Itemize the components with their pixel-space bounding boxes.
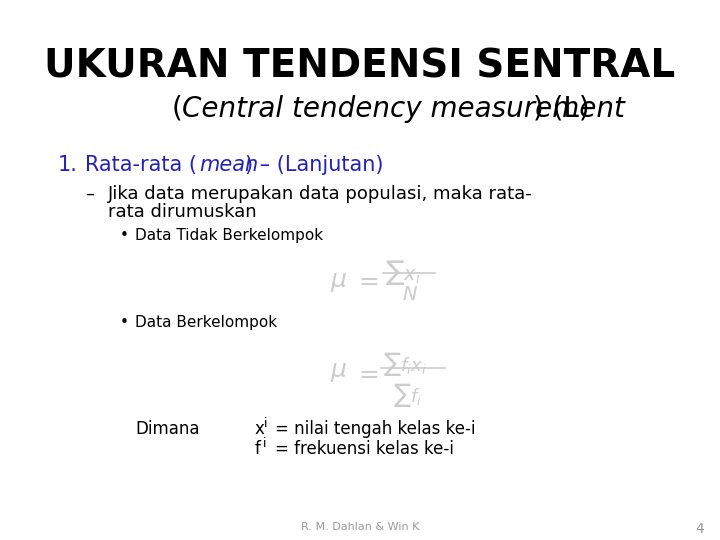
Text: ) (L): ) (L) — [533, 95, 590, 123]
Text: 4: 4 — [695, 522, 703, 536]
Text: $\mu$: $\mu$ — [330, 270, 347, 294]
Text: Central tendency measurement: Central tendency measurement — [182, 95, 625, 123]
Text: $\sum f_i$: $\sum f_i$ — [393, 381, 422, 409]
Text: f: f — [255, 440, 261, 458]
Text: rata dirumuskan: rata dirumuskan — [108, 203, 256, 221]
Text: Rata-rata (: Rata-rata ( — [85, 155, 197, 175]
Text: $\mu$: $\mu$ — [330, 360, 347, 384]
Text: –: – — [85, 185, 94, 203]
Text: •: • — [120, 228, 129, 243]
Text: •: • — [120, 315, 129, 330]
Text: 1.: 1. — [58, 155, 78, 175]
Text: i: i — [263, 437, 266, 450]
Text: x: x — [255, 420, 265, 438]
Text: (: ( — [172, 95, 183, 123]
Text: ) – (Lanjutan): ) – (Lanjutan) — [245, 155, 384, 175]
Text: $\sum f_i x_i$: $\sum f_i x_i$ — [383, 350, 426, 378]
Text: mean: mean — [199, 155, 258, 175]
Text: UKURAN TENDENSI SENTRAL: UKURAN TENDENSI SENTRAL — [45, 48, 675, 86]
Text: i: i — [264, 417, 268, 430]
Text: Dimana: Dimana — [135, 420, 199, 438]
Text: =: = — [358, 270, 379, 294]
Text: N: N — [402, 285, 417, 304]
Text: R. M. Dahlan & Win K: R. M. Dahlan & Win K — [301, 522, 419, 532]
Text: Data Berkelompok: Data Berkelompok — [135, 315, 277, 330]
Text: = frekuensi kelas ke-i: = frekuensi kelas ke-i — [275, 440, 454, 458]
Text: Data Tidak Berkelompok: Data Tidak Berkelompok — [135, 228, 323, 243]
Text: Jika data merupakan data populasi, maka rata-: Jika data merupakan data populasi, maka … — [108, 185, 533, 203]
Text: = nilai tengah kelas ke-i: = nilai tengah kelas ke-i — [275, 420, 475, 438]
Text: =: = — [358, 363, 379, 387]
Text: $\sum x_i$: $\sum x_i$ — [385, 258, 420, 287]
